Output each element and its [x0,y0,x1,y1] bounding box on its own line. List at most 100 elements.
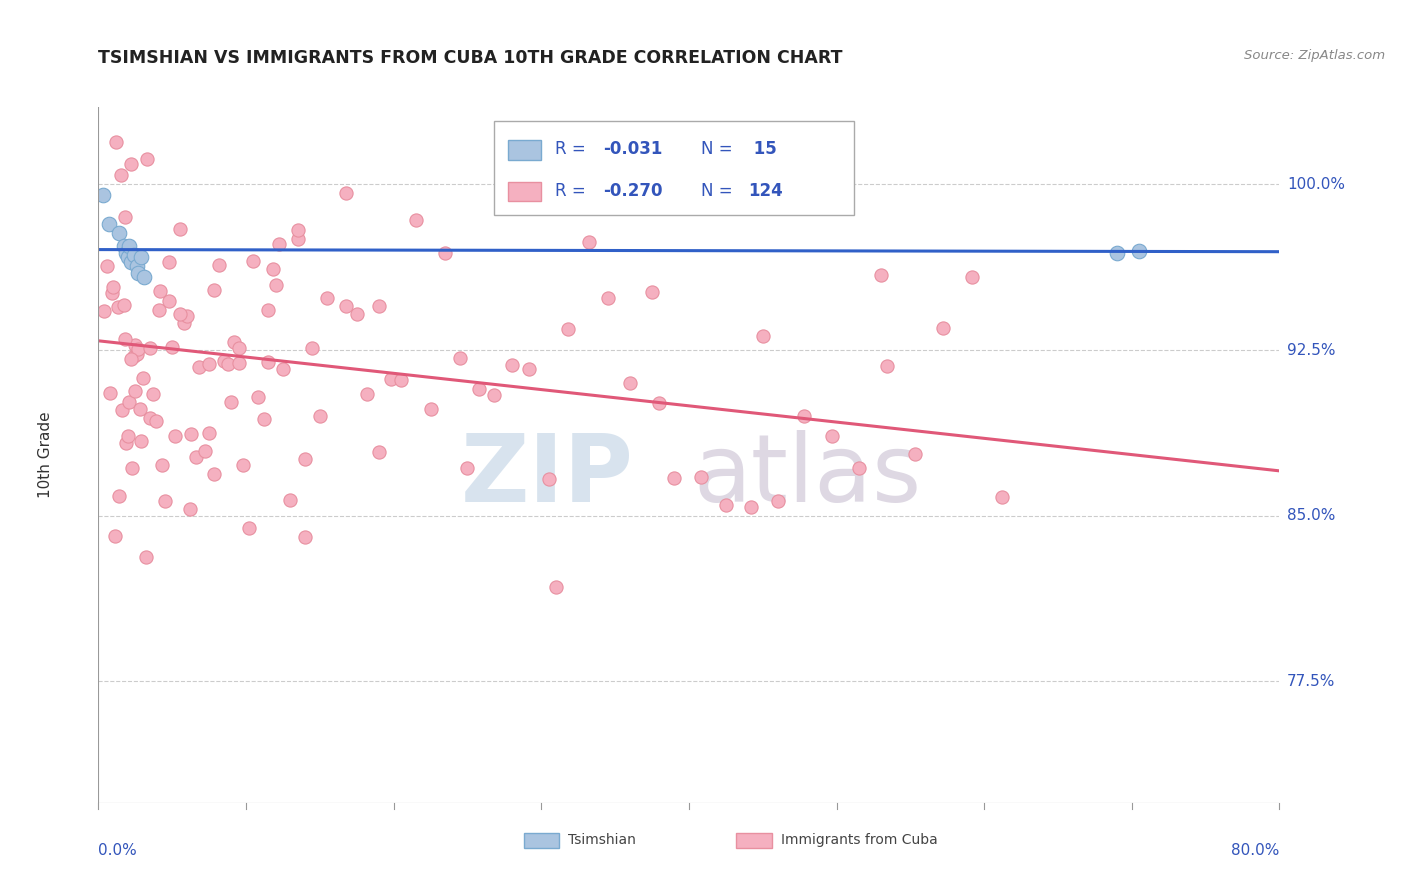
FancyBboxPatch shape [494,121,855,215]
Text: 0.0%: 0.0% [98,843,138,857]
Point [104,529,127,543]
Point [356,386,378,401]
Point [456,461,478,475]
Point [127,266,149,280]
Point [501,358,523,372]
Point [380,372,402,386]
Point [129,434,152,448]
Point [766,494,789,508]
Point [139,341,162,355]
Point [991,490,1014,504]
Point [537,473,560,487]
Point [117,250,139,264]
Point [145,414,167,428]
Point [714,498,737,512]
Point [98,386,121,401]
Point [139,411,162,425]
Point [157,293,180,308]
Point [198,425,221,440]
Point [179,501,201,516]
Point [129,250,152,264]
Point [648,396,671,410]
Point [904,447,927,461]
Point [150,458,173,473]
Point [876,359,898,373]
Point [869,268,891,282]
Text: Tsimshian: Tsimshian [568,833,637,847]
Point [224,335,246,350]
Point [262,262,284,277]
Point [335,186,357,200]
Point [120,156,142,170]
Point [664,471,686,485]
Point [111,402,134,417]
Text: 92.5%: 92.5% [1286,343,1336,358]
Point [125,347,148,361]
Text: TSIMSHIAN VS IMMIGRANTS FROM CUBA 10TH GRADE CORRELATION CHART: TSIMSHIAN VS IMMIGRANTS FROM CUBA 10TH G… [98,49,844,67]
Point [184,450,207,464]
Point [112,298,135,312]
Point [97,217,120,231]
Point [309,409,332,423]
Point [228,341,250,355]
Point [165,429,187,443]
Point [238,520,260,534]
Point [202,467,225,481]
Point [932,321,955,335]
Point [389,373,412,387]
Point [157,255,180,269]
Point [287,222,309,236]
Point [136,152,159,166]
Point [246,390,269,404]
Point [108,489,131,503]
Point [278,492,302,507]
Point [449,351,471,365]
Point [689,470,711,484]
Text: ZIP: ZIP [461,430,634,522]
Point [253,411,276,425]
Point [105,135,128,149]
Point [232,458,254,472]
Point [751,329,773,343]
Point [962,270,984,285]
Point [434,246,457,260]
Point [287,232,309,246]
Point [368,444,391,458]
Point [271,362,294,376]
Point [110,169,132,183]
Point [316,291,339,305]
Point [127,342,149,356]
Point [120,351,142,366]
Point [335,299,357,313]
Point [482,388,505,402]
Point [641,285,664,300]
Point [212,354,235,368]
Point [242,254,264,268]
Point [121,461,143,475]
Point [294,530,316,544]
Point [96,260,118,274]
Text: Immigrants from Cuba: Immigrants from Cuba [782,833,938,847]
Point [118,395,141,409]
Point [124,384,146,398]
Text: 124: 124 [748,182,783,200]
Point [142,386,165,401]
Point [294,452,316,467]
Point [118,239,141,253]
Point [108,226,131,240]
Point [128,402,150,417]
Text: 85.0%: 85.0% [1286,508,1336,524]
Point [117,429,139,443]
Text: N =: N = [700,182,733,200]
Point [114,332,136,346]
Point [112,239,135,253]
Point [115,436,138,450]
Point [544,580,567,594]
Point [793,409,815,424]
Point [115,245,138,260]
Point [124,338,146,352]
Text: R =: R = [555,140,586,159]
Point [323,58,346,72]
Point [228,356,250,370]
Point [740,500,762,515]
